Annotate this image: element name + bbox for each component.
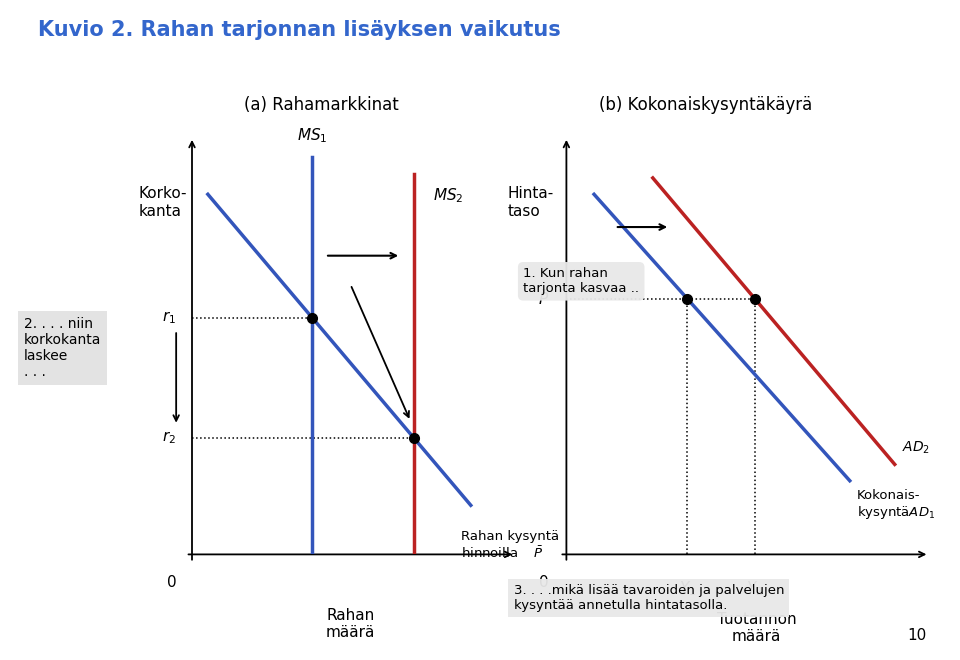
Text: 0: 0 [540,575,549,590]
Text: $AD_2$: $AD_2$ [901,440,930,456]
Text: Korko-
kanta: Korko- kanta [138,186,186,218]
Text: (a) Rahamarkkinat: (a) Rahamarkkinat [244,96,399,114]
Text: $r_2$: $r_2$ [162,430,177,446]
Text: $\bar{P}$: $\bar{P}$ [538,289,549,308]
Text: Tuotannon
määrä: Tuotannon määrä [717,612,796,644]
Text: $MS_1$: $MS_1$ [297,127,327,145]
Text: Kuvio 2. Rahan tarjonnan lisäyksen vaikutus: Kuvio 2. Rahan tarjonnan lisäyksen vaiku… [38,20,562,40]
Text: 0: 0 [166,575,177,590]
Text: 3. . . .mikä lisää tavaroiden ja palvelujen
kysyntää annetulla hintatasolla.: 3. . . .mikä lisää tavaroiden ja palvelu… [514,584,784,612]
Text: $r_1$: $r_1$ [162,310,177,326]
Text: 10: 10 [907,628,926,644]
Text: Rahan
määrä: Rahan määrä [325,608,375,640]
Text: Rahan kysyntä
hinnoilla    $\bar{P}$: Rahan kysyntä hinnoilla $\bar{P}$ [462,530,560,561]
Text: $Y_1$: $Y_1$ [679,579,696,598]
Text: 2. . . . niin
korkokanta
laskee
. . .: 2. . . . niin korkokanta laskee . . . [24,317,102,380]
Text: $MS_2$: $MS_2$ [433,186,464,205]
Text: Kokonais-
kysyntä$AD_1$: Kokonais- kysyntä$AD_1$ [856,489,935,521]
Text: 1. Kun rahan
tarjonta kasvaa ..: 1. Kun rahan tarjonta kasvaa .. [523,267,639,295]
Text: Hinta-
taso: Hinta- taso [508,186,554,218]
Text: (b) Kokonaiskysyntäkäyrä: (b) Kokonaiskysyntäkäyrä [599,96,812,114]
Text: $Y_2$: $Y_2$ [746,579,763,598]
